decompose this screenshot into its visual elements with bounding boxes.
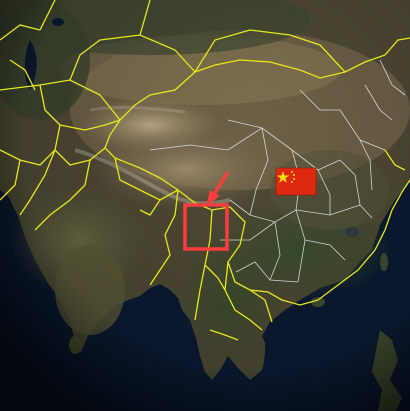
- marker-rectangle: [183, 203, 229, 251]
- china-flag-icon: [275, 167, 317, 196]
- country-borders: [0, 0, 410, 341]
- location-marker: [183, 171, 230, 251]
- arrow-pointer-icon: [206, 171, 230, 206]
